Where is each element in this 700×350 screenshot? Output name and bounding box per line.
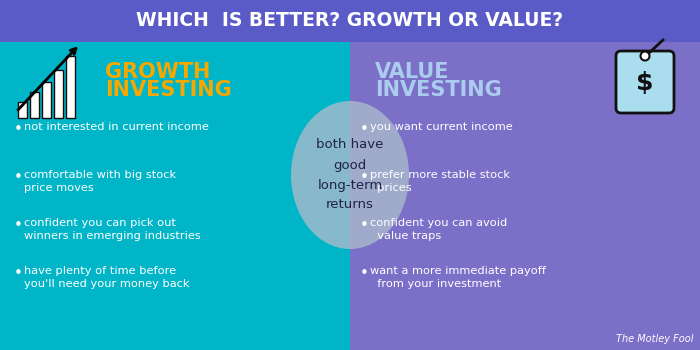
Text: VALUE: VALUE xyxy=(375,62,449,82)
Bar xyxy=(54,70,63,118)
Bar xyxy=(0,42,350,350)
Text: comfortable with big stock
price moves: comfortable with big stock price moves xyxy=(24,170,176,193)
Text: •: • xyxy=(360,122,369,137)
Bar xyxy=(30,92,39,118)
Text: confident you can pick out
winners in emerging industries: confident you can pick out winners in em… xyxy=(24,218,201,241)
Text: •: • xyxy=(14,218,23,233)
Text: confident you can avoid
  value traps: confident you can avoid value traps xyxy=(370,218,508,241)
Text: INVESTING: INVESTING xyxy=(105,80,232,100)
Text: not interested in current income: not interested in current income xyxy=(24,122,209,132)
Text: prefer more stable stock
  prices: prefer more stable stock prices xyxy=(370,170,510,193)
Text: both have
good
long-term
returns: both have good long-term returns xyxy=(316,139,384,211)
Text: •: • xyxy=(14,122,23,137)
Bar xyxy=(66,56,75,118)
FancyBboxPatch shape xyxy=(616,51,674,113)
Text: •: • xyxy=(360,170,369,185)
Text: •: • xyxy=(14,170,23,185)
Text: $: $ xyxy=(636,71,654,95)
Circle shape xyxy=(640,51,650,61)
Text: have plenty of time before
you'll need your money back: have plenty of time before you'll need y… xyxy=(24,266,190,289)
Bar xyxy=(42,82,51,118)
Text: INVESTING: INVESTING xyxy=(375,80,502,100)
Text: •: • xyxy=(360,266,369,281)
Text: The Motley Fool: The Motley Fool xyxy=(615,334,693,344)
Text: •: • xyxy=(14,266,23,281)
Ellipse shape xyxy=(291,101,409,249)
Bar xyxy=(0,0,700,42)
Bar xyxy=(350,42,700,350)
Text: WHICH  IS BETTER? GROWTH OR VALUE?: WHICH IS BETTER? GROWTH OR VALUE? xyxy=(136,12,564,30)
Text: want a more immediate payoff
  from your investment: want a more immediate payoff from your i… xyxy=(370,266,546,289)
Text: •: • xyxy=(360,218,369,233)
Text: you want current income: you want current income xyxy=(370,122,512,132)
Text: GROWTH: GROWTH xyxy=(105,62,211,82)
Bar xyxy=(18,102,27,118)
